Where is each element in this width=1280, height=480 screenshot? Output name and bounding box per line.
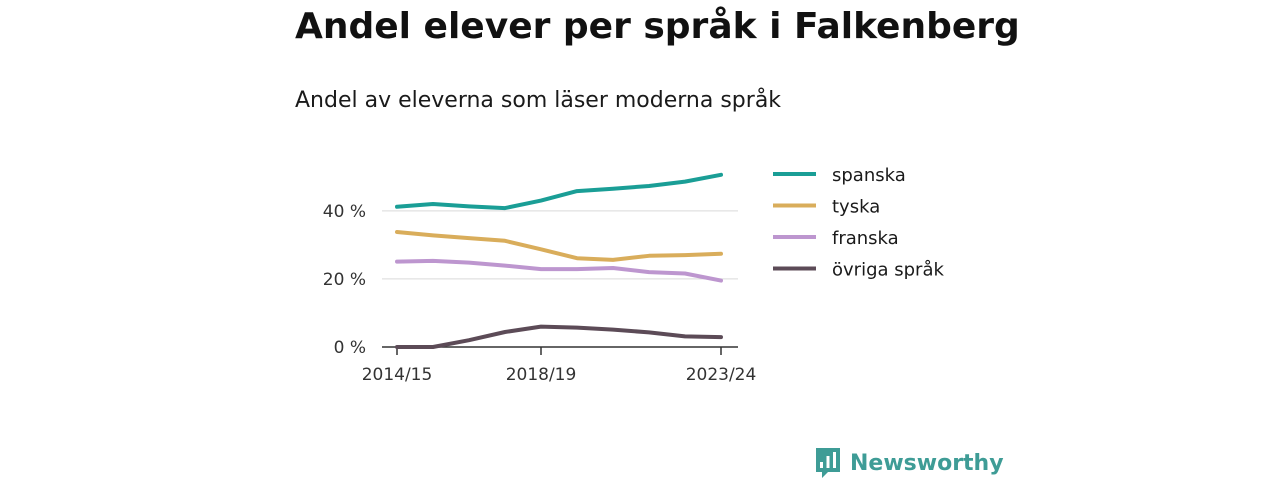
x-tick-label: 2018/19 [506,365,577,385]
y-tick-label: 20 % [323,270,366,290]
x-axis: 2014/15 2018/19 2023/24 [362,346,757,385]
legend: spanska tyska franska övriga språk [773,165,944,281]
series-line-spanska [395,172,723,211]
series-lines [395,172,723,349]
gridlines: 0 % 20 % 40 % [323,202,738,358]
series-line-ovriga-sprak [395,324,723,349]
chart-subtitle: Andel av eleverna som läser moderna språ… [295,88,782,113]
chart-title: Andel elever per språk i Falkenberg [295,6,1020,47]
legend-label-tyska: tyska [832,197,880,218]
newsworthy-logo: Newsworthy [814,446,1004,480]
brand-name: Newsworthy [850,450,1004,476]
series-line-franska [395,258,723,283]
legend-label-spanska: spanska [832,165,906,186]
series-line-tyska [395,230,723,262]
bar-chart-speech-bubble-icon [816,448,840,478]
x-tick-label: 2023/24 [686,365,757,385]
legend-label-ovriga-sprak: övriga språk [832,260,944,281]
line-chart: 0 % 20 % 40 % 2014/15 2018/19 2023/24 spansk… [323,165,945,385]
x-tick-label: 2014/15 [362,365,433,385]
y-tick-label: 40 % [323,202,366,222]
legend-label-franska: franska [832,228,899,249]
y-tick-label: 0 % [334,338,366,358]
